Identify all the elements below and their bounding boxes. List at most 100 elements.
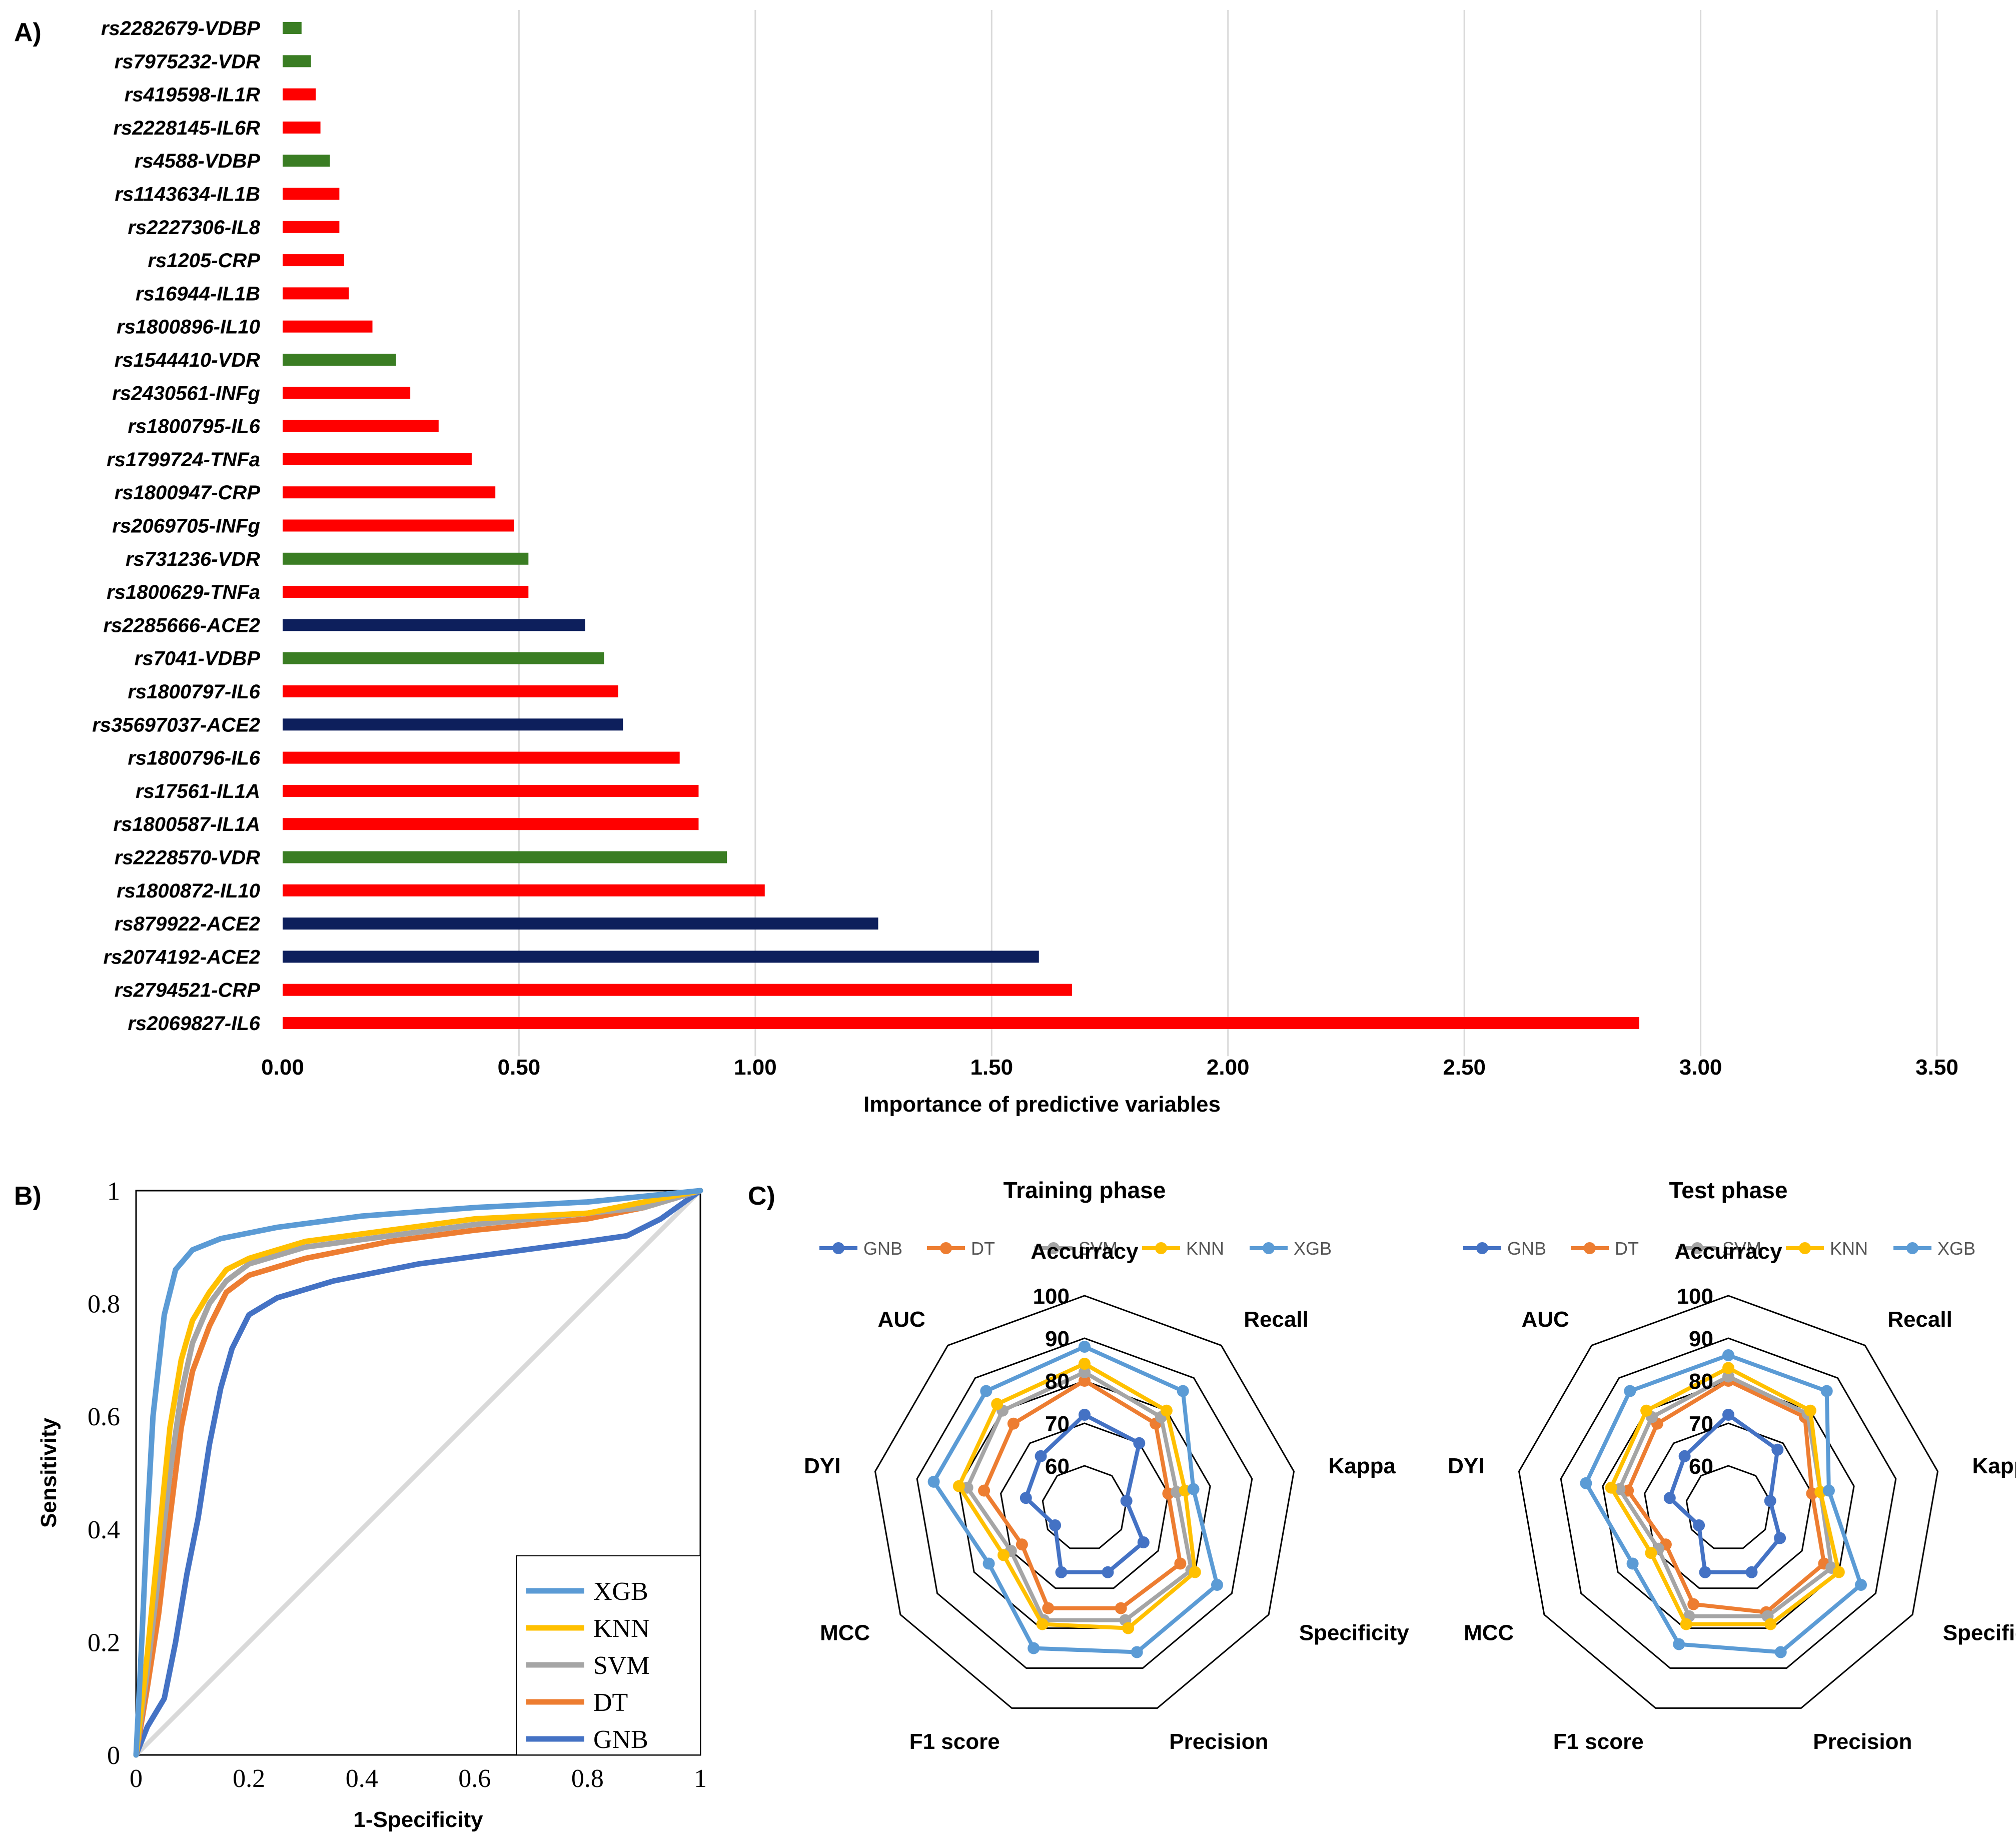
radar-point xyxy=(1177,1385,1189,1397)
radar-ring xyxy=(1560,1337,1897,1669)
radar-point xyxy=(1189,1566,1201,1578)
radar-legend-label: DT xyxy=(971,1238,995,1259)
radar-legend-marker xyxy=(940,1242,952,1254)
radar-title: Test phase xyxy=(1669,1177,1788,1203)
bar xyxy=(283,685,618,697)
bar xyxy=(283,851,727,863)
radar-point xyxy=(982,1557,995,1570)
radar-point xyxy=(1678,1450,1691,1462)
radar-axis-label: Accurracy xyxy=(1674,1239,1782,1264)
radar-ring-label: 60 xyxy=(1045,1454,1070,1479)
radar-point xyxy=(980,1385,992,1397)
radar-legend-marker xyxy=(1476,1242,1488,1254)
radar-point xyxy=(1036,1618,1049,1630)
radar-point xyxy=(1174,1557,1187,1570)
radar-point xyxy=(1764,1618,1777,1630)
radar-legend-label: KNN xyxy=(1186,1238,1224,1259)
radar-point xyxy=(1137,1536,1150,1548)
radar-ring-label: 100 xyxy=(1677,1284,1713,1309)
radar-axis-label: Recall xyxy=(1887,1307,1952,1332)
radar-point xyxy=(1115,1602,1127,1614)
radar-point xyxy=(1007,1417,1020,1430)
radar-axis-label: DYI xyxy=(804,1454,840,1478)
roc-legend-label: XGB xyxy=(593,1577,648,1606)
roc-legend-label: GNB xyxy=(593,1725,648,1754)
bar-category-label: rs1800947-CRP xyxy=(115,482,261,504)
bar-category-label: rs16944-IL1B xyxy=(136,283,260,305)
roc-x-tick-label: 0.2 xyxy=(233,1764,265,1793)
roc-curve-knn xyxy=(133,1188,703,1758)
roc-y-tick-label: 0.4 xyxy=(88,1516,120,1544)
bar-category-label: rs35697037-ACE2 xyxy=(92,714,260,736)
bar-x-tick-label: 2.00 xyxy=(1207,1055,1250,1080)
radar-point xyxy=(1187,1483,1200,1495)
radar-point xyxy=(1820,1385,1833,1397)
radar-series-gnb xyxy=(1024,1413,1146,1574)
radar-ring xyxy=(1602,1380,1855,1629)
radar-axis-label: Recall xyxy=(1244,1307,1309,1332)
bar-x-tick-label: 0.50 xyxy=(498,1055,541,1080)
radar-point xyxy=(1580,1477,1592,1489)
radar-point xyxy=(1774,1646,1787,1658)
roc-legend-label: SVM xyxy=(593,1651,650,1680)
radar-point xyxy=(1673,1638,1685,1650)
bar-gridlines xyxy=(518,10,1938,1057)
bar xyxy=(283,718,623,731)
radar-point xyxy=(1722,1370,1734,1383)
radar-legend-marker xyxy=(1263,1242,1275,1254)
radar-series-dt xyxy=(1626,1379,1826,1614)
roc-x-tick-label: 0.8 xyxy=(571,1764,604,1793)
roc-tick-labels: 0 0.2 0.4 0.6 0.8 1 0 0.2 0.4 0.6 0.8 1 xyxy=(88,1177,707,1793)
radar-legend-label: GNB xyxy=(1507,1238,1546,1259)
bar xyxy=(283,951,1039,963)
radar-ring xyxy=(1644,1422,1813,1589)
radar-point xyxy=(1605,1481,1617,1494)
radar-legend-marker xyxy=(1799,1242,1811,1254)
bar xyxy=(283,155,330,167)
radar-point xyxy=(1774,1532,1786,1544)
roc-legend-label: KNN xyxy=(593,1614,650,1643)
radar-point xyxy=(1722,1349,1734,1361)
radar-point xyxy=(1822,1484,1835,1497)
bar xyxy=(283,88,316,101)
bar xyxy=(283,287,349,300)
roc-y-tick-label: 0.8 xyxy=(88,1290,120,1319)
radar-ring xyxy=(1518,1295,1939,1709)
bar xyxy=(283,420,439,432)
radar-series-svm xyxy=(965,1370,1194,1622)
radar-legend-label: XGB xyxy=(1294,1238,1332,1259)
radar-legend-label: DT xyxy=(1615,1238,1639,1259)
bar-x-tick-label: 1.00 xyxy=(734,1055,777,1080)
radar-point xyxy=(1804,1404,1816,1417)
bar xyxy=(283,917,878,930)
bar xyxy=(283,320,373,333)
radar-series-knn xyxy=(1609,1366,1841,1626)
bar-category-label: rs879922-ACE2 xyxy=(115,913,260,935)
roc-x-tick-label: 0.6 xyxy=(458,1764,491,1793)
radar-axis-label: Kappa xyxy=(1329,1454,1396,1478)
bar xyxy=(283,818,699,830)
radar-point xyxy=(1663,1492,1676,1504)
radar-point xyxy=(1687,1598,1700,1610)
bar xyxy=(283,519,514,532)
radar-point xyxy=(1079,1358,1091,1370)
bar xyxy=(283,784,699,797)
bar-category-label: rs1205-CRP xyxy=(148,250,260,272)
roc-legend-label: DT xyxy=(593,1688,628,1717)
radar-ring-label: 60 xyxy=(1689,1454,1713,1479)
radar-axis-label: Precision xyxy=(1813,1729,1912,1754)
radar-ring xyxy=(1042,1465,1128,1549)
radar-axis-label: DYI xyxy=(1448,1454,1484,1478)
bar-x-tick-label: 3.50 xyxy=(1915,1055,1958,1080)
importance-bar-chart: rs2282679-VDBP rs7975232-VDR rs419598-IL1R… xyxy=(92,10,1958,1117)
radar-point xyxy=(1626,1557,1639,1570)
bar xyxy=(283,486,496,499)
bar-category-label: rs1143634-IL1B xyxy=(115,184,260,206)
bar-category-label: rs2069827-IL6 xyxy=(128,1013,260,1035)
bar xyxy=(283,453,472,465)
bar xyxy=(283,22,302,34)
roc-y-tick-label: 0.2 xyxy=(88,1628,120,1657)
bar-category-labels: rs2282679-VDBP rs7975232-VDR rs419598-IL1R… xyxy=(92,18,261,1035)
radar-point xyxy=(1745,1566,1758,1578)
bar-category-label: rs2228570-VDR xyxy=(115,847,260,869)
